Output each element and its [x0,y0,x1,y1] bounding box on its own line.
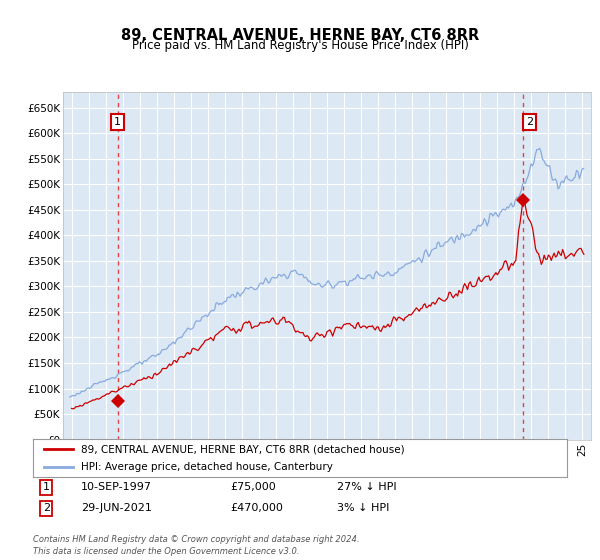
Text: 3% ↓ HPI: 3% ↓ HPI [337,503,390,514]
Text: 2: 2 [526,117,533,127]
Text: HPI: Average price, detached house, Canterbury: HPI: Average price, detached house, Cant… [81,462,333,472]
Text: Price paid vs. HM Land Registry's House Price Index (HPI): Price paid vs. HM Land Registry's House … [131,39,469,52]
Text: 89, CENTRAL AVENUE, HERNE BAY, CT6 8RR (detached house): 89, CENTRAL AVENUE, HERNE BAY, CT6 8RR (… [81,444,404,454]
Text: 89, CENTRAL AVENUE, HERNE BAY, CT6 8RR: 89, CENTRAL AVENUE, HERNE BAY, CT6 8RR [121,28,479,43]
Text: 29-JUN-2021: 29-JUN-2021 [81,503,152,514]
Text: £75,000: £75,000 [230,482,277,492]
Text: 10-SEP-1997: 10-SEP-1997 [81,482,152,492]
Text: Contains HM Land Registry data © Crown copyright and database right 2024.
This d: Contains HM Land Registry data © Crown c… [33,535,359,556]
Text: 1: 1 [43,482,50,492]
Text: £470,000: £470,000 [230,503,283,514]
Text: 1: 1 [114,117,121,127]
Text: 27% ↓ HPI: 27% ↓ HPI [337,482,397,492]
Text: 2: 2 [43,503,50,514]
